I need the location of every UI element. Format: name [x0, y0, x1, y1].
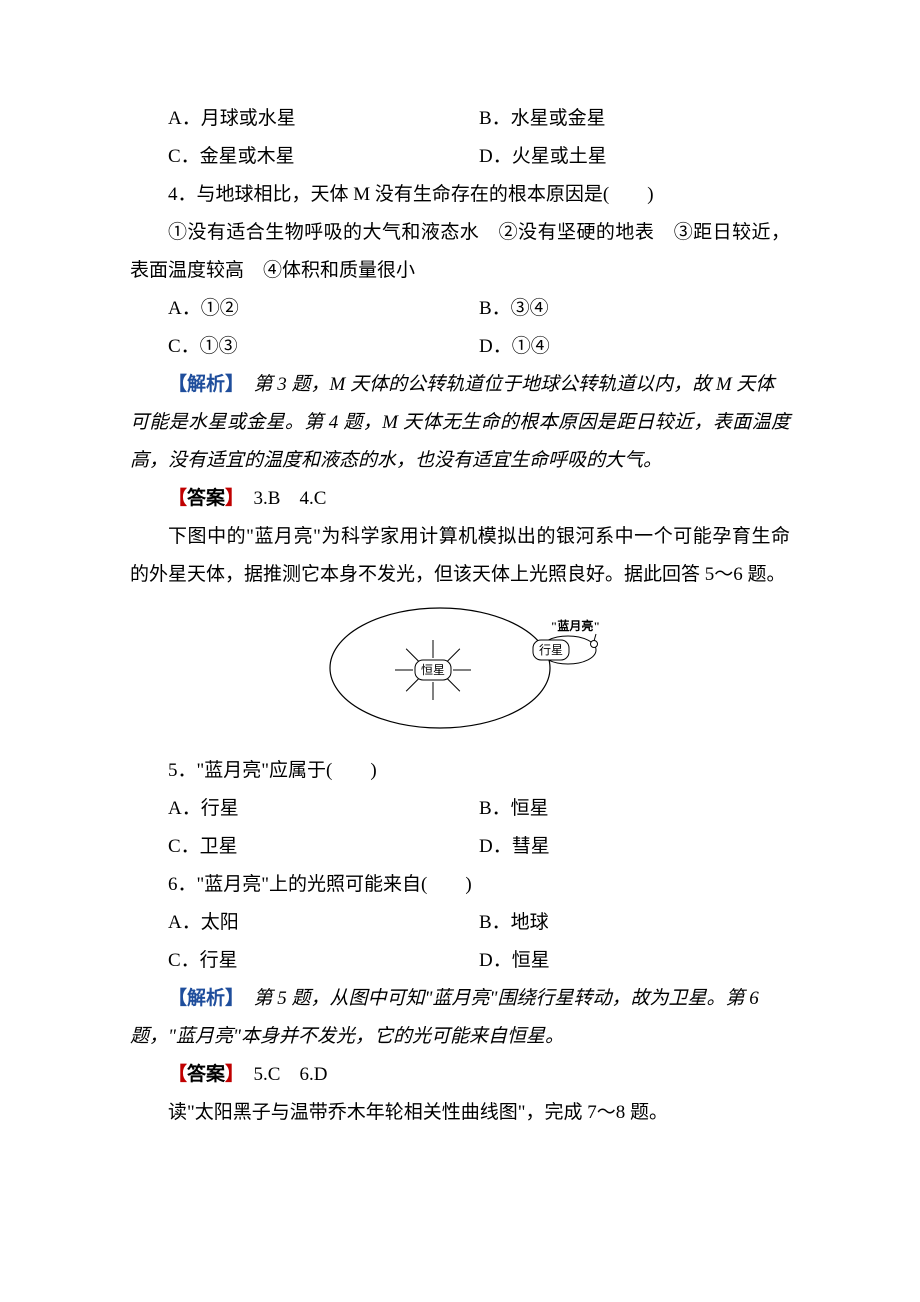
q4-stem: 4．与地球相比，天体 M 没有生命存在的根本原因是( )	[130, 176, 790, 214]
analysis-34: 【解析】 第 3 题，M 天体的公转轨道位于地球公转轨道以内，故 M 天体 可能…	[130, 366, 790, 480]
analysis-56: 【解析】 第 5 题，从图中可知"蓝月亮"围绕行星转动，故为卫星。第 6 题，"…	[130, 980, 790, 1056]
q5-options-row1: A．行星 B．恒星	[130, 790, 790, 828]
analysis-label: 【解析】	[168, 374, 235, 395]
q6-option-b: B．地球	[479, 904, 790, 942]
q5-stem: 5．"蓝月亮"应属于( )	[130, 752, 790, 790]
figure-container: 恒星 行星 "蓝月亮"	[130, 600, 790, 740]
q6-option-d: D．恒星	[479, 942, 790, 980]
q3-option-d: D．火星或土星	[479, 138, 790, 176]
q4-option-a: A．①②	[168, 290, 479, 328]
answer-label-56: 【答案】	[168, 1064, 235, 1085]
q4-options-row1: A．①② B．③④	[130, 290, 790, 328]
answer-label: 【答案】	[168, 488, 235, 509]
q3-option-c: C．金星或木星	[168, 138, 479, 176]
q4-option-d: D．①④	[479, 328, 790, 366]
analysis-34-head: 第 3 题，M 天体的公转轨道位于地球公转轨道以内，故 M 天体	[235, 374, 775, 395]
q6-stem: 6．"蓝月亮"上的光照可能来自( )	[130, 866, 790, 904]
q5-options-row2: C．卫星 D．彗星	[130, 828, 790, 866]
svg-text:恒星: 恒星	[421, 663, 445, 677]
analysis-label-56: 【解析】	[168, 988, 235, 1009]
q5-option-a: A．行星	[168, 790, 479, 828]
q5-option-b: B．恒星	[479, 790, 790, 828]
answer-56-text: 5.C 6.D	[235, 1064, 328, 1085]
analysis-56-head: 第 5 题，从图中可知"蓝月亮"围绕行星转动，故为卫星。第 6	[235, 988, 759, 1009]
q3-option-b: B．水星或金星	[479, 100, 790, 138]
q3-options-row1: A．月球或水星 B．水星或金星	[130, 100, 790, 138]
svg-text:行星: 行星	[539, 643, 563, 657]
q5-option-d: D．彗星	[479, 828, 790, 866]
q6-options-row1: A．太阳 B．地球	[130, 904, 790, 942]
q4-body: ①没有适合生物呼吸的大气和液态水 ②没有坚硬的地表 ③距日较近，表面温度较高 ④…	[130, 214, 790, 290]
intro-56: 下图中的"蓝月亮"为科学家用计算机模拟出的银河系中一个可能孕育生命的外星天体，据…	[130, 518, 790, 594]
answer-34-text: 3.B 4.C	[235, 488, 327, 509]
analysis-56-rest: 题，"蓝月亮"本身并不发光，它的光可能来自恒星。	[130, 1018, 790, 1056]
q4-options-row2: C．①③ D．①④	[130, 328, 790, 366]
q3-option-a: A．月球或水星	[168, 100, 479, 138]
analysis-34-rest: 可能是水星或金星。第 4 题，M 天体无生命的根本原因是距日较近，表面温度高，没…	[130, 404, 790, 480]
intro-78: 读"太阳黑子与温带乔木年轮相关性曲线图"，完成 7～8 题。	[130, 1094, 790, 1132]
answer-56-line: 【答案】 5.C 6.D	[130, 1056, 790, 1094]
q4-option-c: C．①③	[168, 328, 479, 366]
q5-option-c: C．卫星	[168, 828, 479, 866]
q4-option-b: B．③④	[479, 290, 790, 328]
q3-options-row2: C．金星或木星 D．火星或土星	[130, 138, 790, 176]
q6-options-row2: C．行星 D．恒星	[130, 942, 790, 980]
answer-34-line: 【答案】 3.B 4.C	[130, 480, 790, 518]
q6-option-c: C．行星	[168, 942, 479, 980]
q6-option-a: A．太阳	[168, 904, 479, 942]
svg-text:"蓝月亮": "蓝月亮"	[551, 618, 600, 633]
orbit-diagram: 恒星 行星 "蓝月亮"	[305, 600, 615, 740]
